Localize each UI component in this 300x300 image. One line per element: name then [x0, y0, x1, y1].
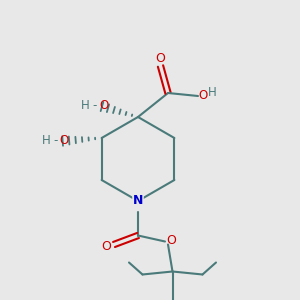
- Text: O: O: [198, 89, 207, 102]
- Text: H: H: [208, 85, 217, 99]
- Text: -: -: [53, 134, 57, 147]
- Text: O: O: [102, 239, 111, 253]
- Text: O: O: [167, 234, 176, 248]
- Text: H: H: [42, 134, 50, 147]
- Text: N: N: [133, 194, 143, 208]
- Text: O: O: [99, 99, 108, 112]
- Text: -: -: [92, 99, 97, 112]
- Text: H: H: [81, 99, 90, 112]
- Text: O: O: [156, 52, 165, 65]
- Text: O: O: [59, 134, 69, 147]
